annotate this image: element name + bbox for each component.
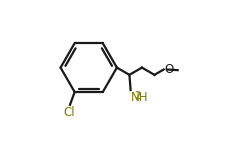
Text: O: O	[164, 63, 173, 76]
Text: NH: NH	[131, 91, 148, 104]
Text: Cl: Cl	[63, 106, 75, 119]
Text: 2: 2	[135, 91, 141, 101]
